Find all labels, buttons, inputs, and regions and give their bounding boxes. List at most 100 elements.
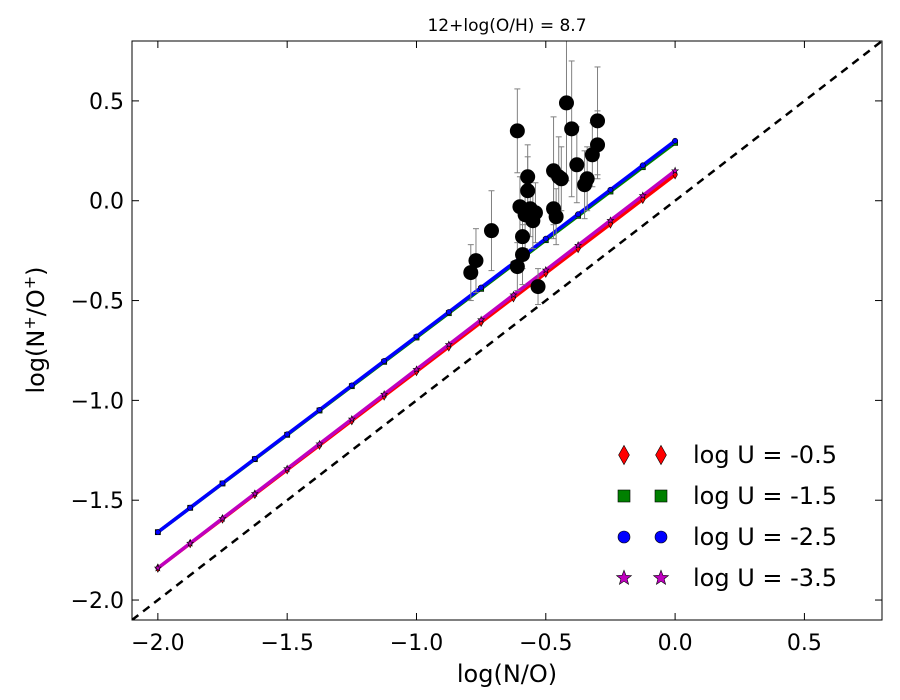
series-point	[283, 464, 292, 473]
y-axis-title-part1: log(N	[22, 330, 50, 394]
series-point	[672, 137, 679, 144]
observation-point	[520, 169, 536, 185]
observation-point	[558, 95, 574, 111]
x-tick-label: −1.0	[390, 631, 443, 656]
x-axis-title: log(N/O)	[457, 660, 557, 688]
legend-label: log U = -2.5	[693, 523, 837, 551]
x-tick-labels: −2.0 −1.5 −1.0 −0.5 0.0 0.5	[131, 631, 822, 656]
series-point	[444, 340, 453, 349]
y-tick-label: 0.0	[89, 190, 124, 215]
series-point	[153, 563, 162, 572]
observation-point	[569, 157, 585, 173]
observation-point	[483, 223, 499, 239]
observation-point	[468, 253, 484, 269]
identity-line	[132, 41, 882, 620]
series-point	[251, 455, 258, 462]
series-point	[509, 290, 518, 299]
series-point	[606, 216, 615, 224]
y-tick-labels: −2.0 −1.5 −1.0 −0.5 0.0 0.5	[71, 90, 124, 614]
series-point	[381, 358, 388, 364]
series-point	[607, 186, 614, 193]
series-point	[638, 191, 647, 200]
series-point	[316, 406, 323, 413]
x-tick-label: 0.5	[787, 631, 822, 656]
legend-marker	[654, 530, 668, 544]
series-point	[671, 166, 680, 175]
observation-point	[463, 265, 479, 281]
y-tick-label: −1.0	[71, 389, 124, 414]
observation-point	[520, 183, 536, 199]
series-point	[575, 211, 582, 218]
y-axis-title-part2: /O	[22, 289, 50, 316]
legend-marker	[617, 530, 631, 544]
model-series-layer	[153, 137, 680, 573]
plot-frame	[131, 40, 883, 621]
observation-point	[590, 113, 606, 129]
series-point	[380, 390, 389, 398]
series-point	[478, 284, 485, 291]
x-tick-label: −0.5	[519, 631, 572, 656]
series-point	[477, 315, 486, 324]
legend-marker	[615, 569, 633, 585]
observation-point	[530, 279, 546, 295]
series-point	[219, 480, 226, 487]
y-axis-title-sup2: +	[20, 276, 39, 289]
series-point	[574, 241, 583, 249]
y-tick-label: 0.5	[89, 90, 124, 115]
legend-label: log U = -3.5	[693, 564, 837, 592]
legend-label: log U = -0.5	[693, 441, 837, 469]
series-point	[218, 514, 227, 522]
y-axis-title-sup1: +	[20, 316, 39, 329]
observation-point	[579, 171, 595, 187]
y-tick-label: −0.5	[71, 290, 124, 315]
series-point	[348, 382, 355, 389]
legend-marker	[617, 489, 631, 503]
series-point	[186, 539, 195, 547]
axes-ticks	[132, 41, 882, 620]
series-point	[284, 431, 291, 438]
y-axis-title-part3: )	[22, 266, 50, 275]
y-tick-label: −1.5	[71, 489, 124, 514]
series-point	[154, 529, 161, 536]
series-point	[413, 333, 420, 340]
x-tick-label: −2.0	[131, 631, 184, 656]
legend-marker	[618, 444, 630, 466]
series-point	[187, 504, 194, 511]
observation-point	[515, 229, 531, 245]
series-star	[153, 166, 680, 572]
legend-marker	[655, 444, 667, 466]
y-tick-label: −2.0	[71, 589, 124, 614]
series-point	[412, 365, 421, 373]
observation-point	[509, 259, 525, 275]
y-axis-title: log(N+/O+)	[20, 266, 51, 393]
observation-point	[564, 121, 580, 137]
observation-point	[548, 209, 564, 225]
observations-layer	[463, 41, 606, 306]
legend-entry: log U = -1.5	[617, 482, 837, 510]
observation-point	[515, 247, 531, 263]
series-point	[541, 265, 550, 274]
series-point	[542, 235, 549, 242]
series-circle	[154, 137, 679, 536]
x-tick-label: 0.0	[658, 631, 693, 656]
legend-label: log U = -1.5	[693, 482, 837, 510]
series-point	[250, 489, 259, 498]
legend-entry: log U = -2.5	[617, 523, 837, 551]
observation-point	[590, 137, 606, 153]
identity-line-layer	[132, 41, 882, 620]
chart-title: 12+log(O/H) = 8.7	[427, 16, 586, 36]
observation-point	[509, 123, 525, 139]
series-point	[347, 414, 356, 423]
observation-point	[553, 171, 569, 187]
series-point	[315, 439, 324, 448]
x-tick-label: −1.5	[260, 631, 313, 656]
series-point	[445, 309, 452, 315]
series-point	[639, 162, 646, 169]
legend-entry: log U = -0.5	[618, 441, 837, 469]
legend-marker	[654, 489, 668, 503]
legend-marker	[652, 569, 670, 585]
legend: log U = -0.5 log U = -1.5 log U = -2.5 log …	[615, 441, 837, 592]
legend-entry: log U = -3.5	[615, 564, 837, 592]
observation-point	[527, 205, 543, 221]
